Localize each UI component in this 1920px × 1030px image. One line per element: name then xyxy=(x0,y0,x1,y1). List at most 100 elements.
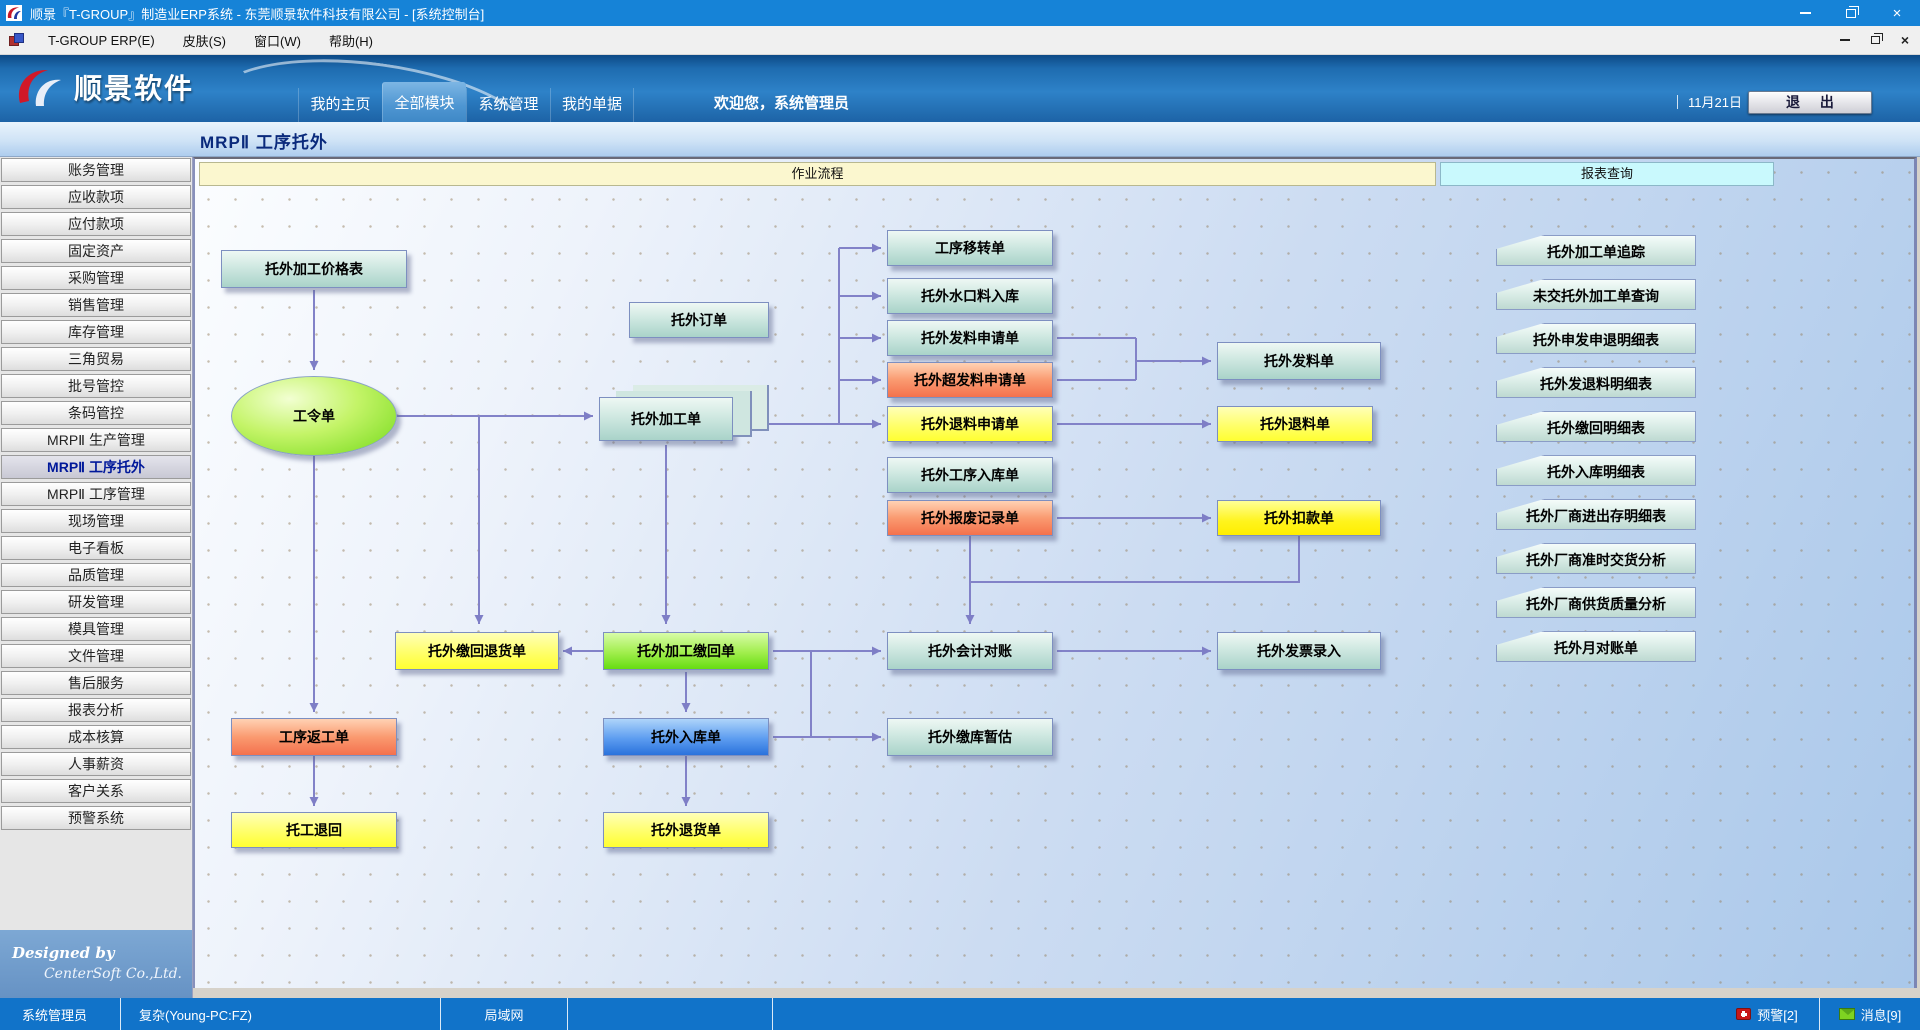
date-display: 11月21日 xyxy=(1677,92,1742,111)
sidebar-item-6[interactable]: 销售管理 xyxy=(1,293,191,317)
flow-node-shuikou[interactable]: 托外水口料入库 xyxy=(887,278,1053,314)
sidebar-item-14[interactable]: 现场管理 xyxy=(1,509,191,533)
header-band: 顺景软件 我的主页全部模块系统管理我的单据 欢迎您，系统管理员 11月21日 退… xyxy=(0,55,1920,122)
flow-node-tuiliaodan[interactable]: 托外退料单 xyxy=(1217,406,1373,442)
sidebar-item-3[interactable]: 应付款项 xyxy=(1,212,191,236)
sidebar-item-21[interactable]: 报表分析 xyxy=(1,698,191,722)
sidebar-item-24[interactable]: 客户关系 xyxy=(1,779,191,803)
flow-node-fapiao[interactable]: 托外发票录入 xyxy=(1217,632,1381,670)
menu-item-tgroup-erp[interactable]: T-GROUP ERP(E) xyxy=(38,29,165,52)
sidebar-item-12[interactable]: MRPⅡ 工序托外 xyxy=(1,455,191,479)
sidebar-footer: Designed by CenterSoft Co.,Ltd. xyxy=(0,930,192,998)
status-user: 系统管理员 xyxy=(0,998,121,1030)
sidebar-item-23[interactable]: 人事薪资 xyxy=(1,752,191,776)
header-tab-1[interactable]: 我的主页 xyxy=(298,88,382,122)
status-network: 局域网 xyxy=(441,998,568,1030)
title-bar: 顺景『T-GROUP』制造业ERP系统 - 东莞顺景软件科技有限公司 - [系统… xyxy=(0,0,1920,26)
date-separator xyxy=(1677,95,1678,109)
sidebar-item-4[interactable]: 固定资产 xyxy=(1,239,191,263)
status-client: 复杂(Young-PC:FZ) xyxy=(121,998,441,1030)
status-alerts[interactable]: 预警[2] xyxy=(1715,998,1820,1030)
flow-node-tuihuodan[interactable]: 托外退货单 xyxy=(603,812,769,848)
message-icon xyxy=(1839,1008,1855,1020)
flow-canvas-wrap: 作业流程 报表查询 托外加工价格表工令单托外订单托外加工单工序移转单托外水口料入… xyxy=(193,157,1920,998)
window-title: 顺景『T-GROUP』制造业ERP系统 - 东莞顺景软件科技有限公司 - [系统… xyxy=(30,4,1782,23)
flow-node-jiagong_jiaohui[interactable]: 托外加工缴回单 xyxy=(603,632,769,670)
window-restore-button[interactable] xyxy=(1828,0,1874,26)
flow-node-gonglingdan[interactable]: 工令单 xyxy=(231,376,397,456)
menu-item-skin[interactable]: 皮肤(S) xyxy=(173,27,236,54)
menu-item-window[interactable]: 窗口(W) xyxy=(244,27,311,54)
flow-node-rukudan[interactable]: 托外入库单 xyxy=(603,718,769,756)
logout-button[interactable]: 退 出 xyxy=(1748,91,1872,114)
brand-logo-text: 顺景软件 xyxy=(74,67,194,107)
module-sidebar: 账务管理应收款项应付款项固定资产采购管理销售管理库存管理三角贸易批号管控条码管控… xyxy=(0,157,193,998)
flow-node-jiagebiao[interactable]: 托外加工价格表 xyxy=(221,250,407,288)
window-minimize-button[interactable] xyxy=(1782,0,1828,26)
sidebar-item-9[interactable]: 批号管控 xyxy=(1,374,191,398)
status-bar: 系统管理员 复杂(Young-PC:FZ) 局域网 预警[2] 消息[9] xyxy=(0,998,1920,1030)
flow-node-yizhuandan[interactable]: 工序移转单 xyxy=(887,230,1053,266)
sidebar-item-18[interactable]: 模具管理 xyxy=(1,617,191,641)
flow-node-tuiliao_sq[interactable]: 托外退料申请单 xyxy=(887,406,1053,442)
sidebar-item-10[interactable]: 条码管控 xyxy=(1,401,191,425)
status-messages[interactable]: 消息[9] xyxy=(1820,998,1920,1030)
flow-node-faliao_sq[interactable]: 托外发料申请单 xyxy=(887,320,1053,356)
status-empty-1 xyxy=(568,998,773,1030)
erp-window: 顺景『T-GROUP』制造业ERP系统 - 东莞顺景软件科技有限公司 - [系统… xyxy=(0,0,1920,1030)
menu-bar: T-GROUP ERP(E) 皮肤(S) 窗口(W) 帮助(H) × xyxy=(0,26,1920,55)
flow-node-faliaodan[interactable]: 托外发料单 xyxy=(1217,342,1381,380)
sidebar-item-5[interactable]: 采购管理 xyxy=(1,266,191,290)
flow-node-gx_rukudan[interactable]: 托外工序入库单 xyxy=(887,457,1053,493)
mdi-close-button[interactable]: × xyxy=(1890,26,1920,55)
designed-by-text: Designed by xyxy=(0,930,192,962)
flow-node-fangong[interactable]: 工序返工单 xyxy=(231,718,397,756)
header-tab-3[interactable]: 系统管理 xyxy=(466,88,550,122)
sidebar-item-25[interactable]: 预警系统 xyxy=(1,806,191,830)
sidebar-item-20[interactable]: 售后服务 xyxy=(1,671,191,695)
header-tabs: 我的主页全部模块系统管理我的单据 xyxy=(298,82,634,122)
sub-header: MRPⅡ 工序托外 xyxy=(0,122,1920,157)
sidebar-item-list: 账务管理应收款项应付款项固定资产采购管理销售管理库存管理三角贸易批号管控条码管控… xyxy=(0,158,192,833)
flow-node-chaofa_sq[interactable]: 托外超发料申请单 xyxy=(887,362,1053,398)
main-area: 账务管理应收款项应付款项固定资产采购管理销售管理库存管理三角贸易批号管控条码管控… xyxy=(0,157,1920,998)
flow-node-jiagongdan[interactable]: 托外加工单 xyxy=(599,397,733,441)
flow-node-dingdan[interactable]: 托外订单 xyxy=(629,302,769,338)
mdi-restore-button[interactable] xyxy=(1860,26,1890,55)
window-close-button[interactable]: × xyxy=(1874,0,1920,26)
sidebar-item-8[interactable]: 三角贸易 xyxy=(1,347,191,371)
alert-icon xyxy=(1736,1008,1751,1020)
message-label: 消息[9] xyxy=(1861,1005,1901,1024)
flow-node-jiaoku_zangu[interactable]: 托外缴库暂估 xyxy=(887,718,1053,756)
header-tab-2[interactable]: 全部模块 xyxy=(382,82,466,122)
sidebar-item-15[interactable]: 电子看板 xyxy=(1,536,191,560)
bottom-strip xyxy=(193,988,1920,998)
flow-canvas: 作业流程 报表查询 托外加工价格表工令单托外订单托外加工单工序移转单托外水口料入… xyxy=(193,157,1917,988)
flow-node-jiaohui_tuihuo[interactable]: 托外缴回退货单 xyxy=(395,632,559,670)
mdi-child-icon xyxy=(9,33,24,47)
sidebar-item-19[interactable]: 文件管理 xyxy=(1,644,191,668)
menu-item-help[interactable]: 帮助(H) xyxy=(319,27,383,54)
sidebar-item-11[interactable]: MRPⅡ 生产管理 xyxy=(1,428,191,452)
sidebar-item-22[interactable]: 成本核算 xyxy=(1,725,191,749)
sidebar-item-1[interactable]: 账务管理 xyxy=(1,158,191,182)
page-title: MRPⅡ 工序托外 xyxy=(200,128,328,153)
app-icon xyxy=(6,5,22,21)
sidebar-item-16[interactable]: 品质管理 xyxy=(1,563,191,587)
centersoft-text: CenterSoft Co.,Ltd. xyxy=(0,962,192,982)
alert-label: 预警[2] xyxy=(1757,1005,1797,1024)
welcome-text: 欢迎您，系统管理员 xyxy=(714,92,849,113)
brand-logo-icon xyxy=(14,65,66,109)
flow-node-koukuandan[interactable]: 托外扣款单 xyxy=(1217,500,1381,536)
sidebar-item-17[interactable]: 研发管理 xyxy=(1,590,191,614)
flow-node-kuaiji[interactable]: 托外会计对账 xyxy=(887,632,1053,670)
flow-node-tuogong_tuihui[interactable]: 托工退回 xyxy=(231,812,397,848)
sidebar-item-2[interactable]: 应收款项 xyxy=(1,185,191,209)
sidebar-item-7[interactable]: 库存管理 xyxy=(1,320,191,344)
brand-logo: 顺景软件 xyxy=(14,65,194,109)
sidebar-item-13[interactable]: MRPⅡ 工序管理 xyxy=(1,482,191,506)
mdi-minimize-button[interactable] xyxy=(1830,26,1860,55)
flow-node-baofei[interactable]: 托外报废记录单 xyxy=(887,500,1053,536)
header-tab-4[interactable]: 我的单据 xyxy=(550,88,634,122)
date-text: 11月21日 xyxy=(1688,92,1742,111)
